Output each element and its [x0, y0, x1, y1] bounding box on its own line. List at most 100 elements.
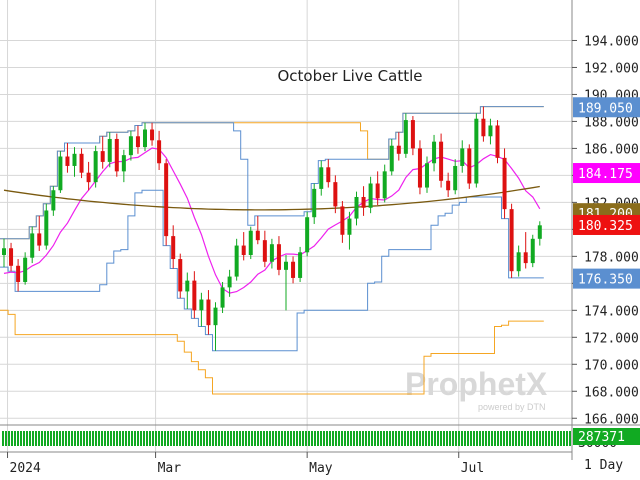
price-badge-bg	[573, 97, 640, 118]
candle	[164, 159, 169, 246]
candle-body	[389, 145, 394, 172]
candle	[368, 176, 373, 214]
candle-body	[375, 183, 380, 199]
candle-body	[241, 245, 246, 255]
candle-body	[516, 252, 521, 272]
candle	[248, 226, 253, 260]
volume-bar	[398, 431, 400, 446]
price-badge-label: 176.350	[578, 273, 633, 288]
volume-bar	[449, 431, 451, 446]
candle-body	[523, 252, 528, 264]
volume-bar	[50, 431, 52, 446]
volume-bar	[500, 431, 502, 446]
volume-bar	[302, 431, 304, 446]
candle	[453, 159, 458, 195]
candle-body	[58, 156, 63, 191]
volume-bar	[110, 431, 112, 446]
candle	[375, 171, 380, 206]
volume-bar	[101, 431, 103, 446]
volume-bar	[248, 431, 250, 446]
candle-body	[530, 238, 535, 264]
candle-body	[114, 138, 119, 172]
candle-body	[474, 118, 479, 184]
volume-bar	[209, 431, 211, 446]
price-badge: 180.325	[573, 214, 640, 235]
candle-body	[396, 145, 401, 154]
volume-bar	[407, 431, 409, 446]
volume-bar	[482, 431, 484, 446]
volume-bar	[476, 431, 478, 446]
volume-bar	[170, 431, 172, 446]
price-badge-bg	[573, 214, 640, 235]
volume-bar	[233, 431, 235, 446]
volume-bar	[137, 431, 139, 446]
volume-bar	[26, 431, 28, 446]
volume-bar	[524, 431, 526, 446]
volume-bar	[116, 431, 118, 446]
candle-body	[213, 307, 218, 326]
volume-bar	[86, 431, 88, 446]
candle-body	[86, 172, 91, 183]
candle	[382, 164, 387, 203]
candle	[121, 149, 126, 183]
candle	[255, 215, 260, 245]
price-badge-label: 180.325	[578, 219, 633, 234]
candle-body	[262, 240, 267, 262]
candle-body	[269, 244, 274, 262]
volume-bar	[221, 431, 223, 446]
candle-body	[93, 151, 98, 183]
volume-bar	[152, 431, 154, 446]
volume-bar	[47, 431, 49, 446]
volume-bar	[362, 431, 364, 446]
volume-bar	[83, 431, 85, 446]
candle-body	[333, 182, 338, 207]
volume-bar	[374, 431, 376, 446]
x-tick-label: 2024	[10, 461, 41, 476]
volume-bar	[293, 431, 295, 446]
candle	[403, 113, 408, 158]
price-badge: 184.175	[573, 163, 640, 184]
channel-bands	[0, 106, 544, 395]
candle	[361, 186, 366, 216]
candle-body	[326, 167, 331, 183]
candle-body	[30, 233, 35, 258]
candle	[425, 156, 429, 193]
volume-bar	[200, 431, 202, 446]
volume-bar	[428, 431, 430, 446]
y-tick-label: 174.000	[584, 304, 639, 319]
volume-bar	[212, 431, 214, 446]
volume-bar	[491, 431, 493, 446]
candle	[58, 151, 63, 193]
price-badge-label: 184.175	[578, 167, 633, 182]
date-axis[interactable]: 2024 Mar May Jul	[7, 452, 485, 476]
upper-channel-inner	[0, 106, 544, 240]
volume-bar	[131, 431, 133, 446]
candle	[276, 236, 281, 276]
candle	[171, 225, 176, 269]
volume-bar	[371, 431, 373, 446]
watermark-logo: ProphetX	[405, 366, 548, 402]
volume-bar	[158, 431, 160, 446]
candle-body	[305, 217, 310, 253]
candle	[135, 125, 140, 154]
candlestick-series	[2, 106, 542, 351]
volume-bar	[425, 431, 427, 446]
volume-bar	[8, 431, 10, 446]
candle-body	[150, 129, 155, 141]
price-badge: 189.050	[573, 97, 640, 118]
candle	[488, 118, 493, 145]
candle-body	[16, 265, 21, 282]
volume-bar	[80, 431, 82, 446]
price-badge-bg	[573, 163, 640, 184]
volume-bar	[503, 431, 505, 446]
candle-body	[537, 225, 542, 239]
candle-body	[157, 140, 162, 164]
volume-bar	[95, 431, 97, 446]
candle	[72, 147, 77, 177]
candle	[199, 292, 204, 327]
volume-bar	[188, 431, 190, 446]
candle	[284, 255, 288, 311]
candle-body	[65, 156, 70, 166]
